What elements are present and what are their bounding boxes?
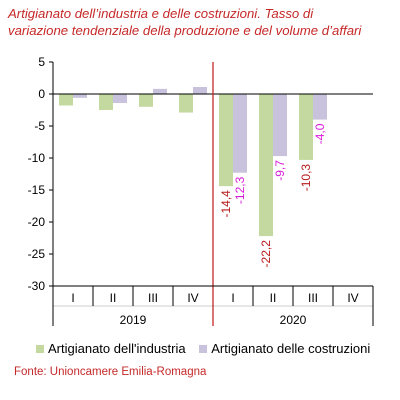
bar-costruzioni — [113, 94, 127, 103]
legend-label-industria: Artigianato dell'industria — [48, 341, 186, 356]
y-tick-label: -10 — [28, 151, 46, 165]
bar-industria — [99, 94, 113, 110]
chart-title-line-1: Artigianato dell’industria e delle costr… — [8, 6, 314, 21]
bar-chart: 5 0 -5 -10 -15 -20 -25 -30 -14,4 -22,2 -10,3 -12,3 -… — [28, 55, 374, 327]
x-tick-label: IV — [187, 291, 198, 305]
data-label: -22,2 — [259, 240, 273, 268]
source-note: Fonte: Unioncamere Emilia-Romagna — [14, 366, 207, 378]
bar-costruzioni — [73, 94, 87, 98]
chart-title-line-2: variazione tendenziale della produzione … — [8, 23, 362, 38]
bar-costruzioni — [273, 94, 287, 157]
bar-costruzioni — [313, 94, 327, 120]
bar-industria — [139, 94, 153, 107]
legend-swatch-industria — [36, 345, 44, 353]
bar-industria — [299, 94, 313, 160]
x-tick-label: III — [148, 291, 158, 305]
data-label: -9,7 — [273, 160, 287, 181]
legend-item-industria: Artigianato dell'industria — [36, 341, 186, 356]
bar-industria — [179, 94, 193, 113]
y-tick-label: -5 — [34, 119, 45, 133]
bar-costruzioni — [193, 86, 207, 94]
y-tick-label: -20 — [28, 215, 46, 229]
x-tick-label: II — [270, 291, 277, 305]
x-tick-label: III — [308, 291, 318, 305]
x-tick-label: I — [231, 291, 234, 305]
data-label: -4,0 — [313, 123, 327, 144]
legend-label-costruzioni: Artigianato delle costruzioni — [211, 341, 371, 356]
chart-title: Artigianato dell’industria e delle costr… — [8, 5, 398, 39]
y-tick-label: 0 — [38, 87, 45, 101]
data-label: -12,3 — [233, 176, 247, 204]
data-label: -14,4 — [219, 190, 233, 218]
y-tick-label: -15 — [28, 183, 46, 197]
legend-swatch-costruzioni — [199, 345, 208, 353]
x-tick-label: I — [71, 291, 74, 305]
x-group-label: 2019 — [120, 313, 147, 327]
y-tick-label: -30 — [28, 279, 46, 293]
bar-industria — [59, 94, 73, 106]
data-label: -10,3 — [299, 164, 313, 192]
bar-industria — [219, 94, 233, 187]
bar-industria — [259, 94, 273, 237]
x-tick-label: II — [110, 291, 117, 305]
x-tick-label: IV — [347, 291, 358, 305]
legend-item-costruzioni: Artigianato delle costruzioni — [199, 341, 370, 356]
bar-costruzioni — [233, 94, 247, 173]
y-tick-label: -25 — [28, 247, 46, 261]
bar-costruzioni — [153, 88, 167, 94]
x-group-label: 2020 — [280, 313, 307, 327]
y-tick-label: 5 — [38, 55, 45, 69]
legend: Artigianato dell'industria Artigianato d… — [36, 341, 380, 356]
